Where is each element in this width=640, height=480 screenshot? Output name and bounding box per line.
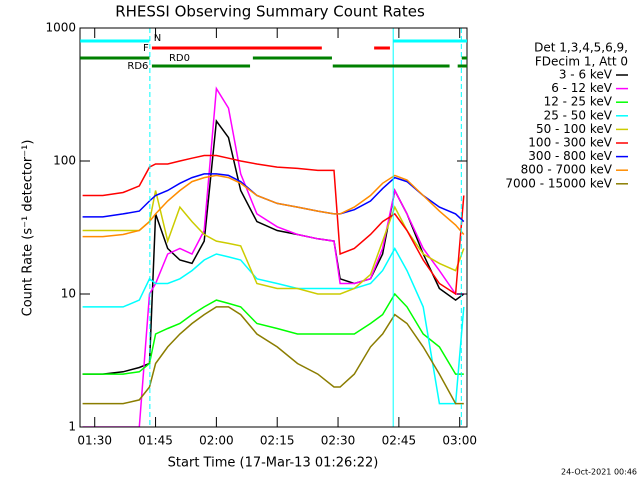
x-tick-label: 02:00: [199, 434, 234, 448]
plot-area: [82, 28, 465, 427]
x-tick-label: 03:00: [442, 434, 477, 448]
legend-label: 100 - 300 keV: [528, 136, 612, 150]
y-tick-label: 1000: [45, 21, 76, 35]
plot-frame: [79, 27, 468, 428]
legend-label: 50 - 100 keV: [536, 122, 613, 136]
x-tick-label: 02:45: [382, 434, 417, 448]
legend-label: 300 - 800 keV: [528, 149, 612, 163]
y-tick-label: 10: [61, 287, 76, 301]
series-line: [82, 246, 465, 405]
x-tick-label: 02:30: [321, 434, 356, 448]
footer: 24-Oct-2021 00:46: [561, 468, 637, 477]
series-line: [82, 174, 465, 238]
x-tick-label: 01:45: [138, 434, 173, 448]
series-line: [82, 86, 464, 427]
flag-label: RD6: [127, 61, 148, 72]
x-tick-label: 01:30: [77, 434, 112, 448]
legend-header: Det 1,3,4,5,6,9,: [534, 41, 628, 55]
series-line: [82, 306, 464, 405]
legend-header: FDecim 1, Att 0: [535, 55, 628, 69]
legend-label: 7000 - 15000 keV: [505, 176, 612, 190]
series-line: [82, 154, 465, 296]
y-tick-label: 100: [53, 154, 76, 168]
legend-label: 6 - 12 keV: [551, 81, 613, 95]
legend-label: 25 - 50 keV: [544, 108, 613, 122]
y-axis-label: Count Rate (s⁻¹ detector⁻¹): [21, 140, 36, 317]
chart-title: RHESSI Observing Summary Count Rates: [115, 3, 425, 21]
x-axis-label: Start Time (17-Mar-13 01:26:22): [168, 456, 379, 471]
legend-label: 3 - 6 keV: [559, 68, 613, 82]
y-tick-label: 1: [68, 420, 76, 434]
legend-label: 800 - 7000 keV: [521, 163, 613, 177]
flag-label: RD0: [169, 53, 190, 64]
series-line: [82, 190, 465, 295]
series-line: [82, 292, 464, 375]
series-line: [82, 118, 465, 375]
flag-label: N: [154, 33, 161, 44]
legend-label: 12 - 25 keV: [544, 95, 613, 109]
flag-label: F: [143, 43, 149, 54]
x-tick-label: 02:15: [260, 434, 295, 448]
